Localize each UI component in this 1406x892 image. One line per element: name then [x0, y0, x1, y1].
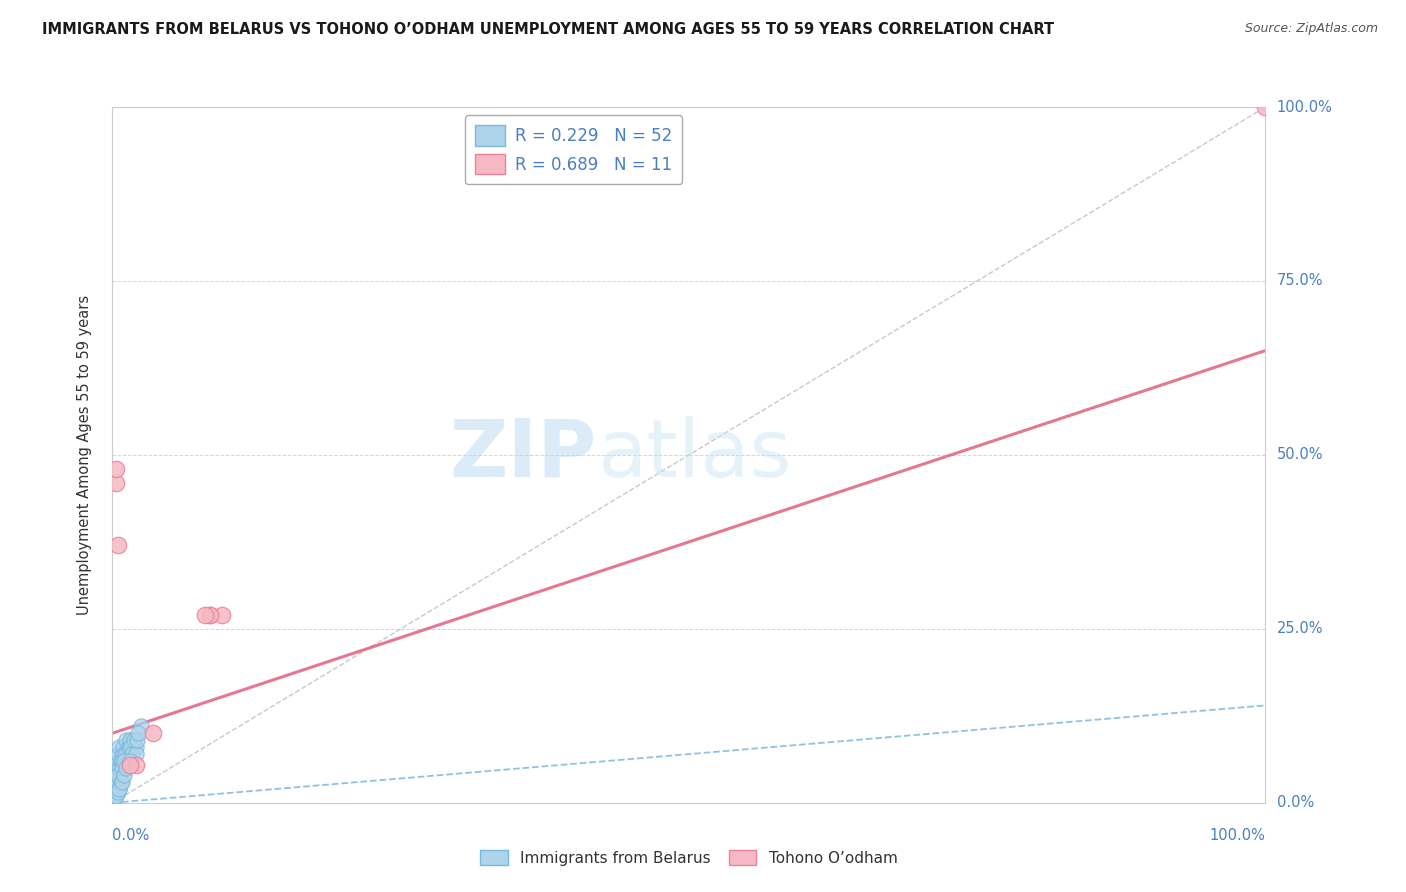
Point [111, 747, 134, 761]
Point [115, 733, 138, 747]
Text: 50.0%: 50.0% [1277, 448, 1323, 462]
Point [112, 754, 135, 768]
Point [124, 740, 146, 755]
Point [104, 475, 127, 490]
Point [104, 789, 127, 803]
Text: 100.0%: 100.0% [1277, 100, 1333, 114]
Point [107, 785, 129, 799]
Point [105, 761, 128, 775]
Point [211, 607, 233, 622]
Point [117, 740, 139, 755]
Point [118, 754, 141, 768]
Point [111, 775, 134, 789]
Point [103, 792, 125, 806]
Point [110, 754, 132, 768]
Point [107, 538, 129, 552]
Point [115, 761, 138, 775]
Point [1254, 100, 1277, 114]
Point [108, 761, 131, 775]
Text: 100.0%: 100.0% [1209, 828, 1265, 843]
Point [104, 768, 127, 782]
Point [104, 789, 127, 803]
Point [112, 754, 135, 768]
Point [108, 781, 131, 796]
Text: 75.0%: 75.0% [1277, 274, 1323, 288]
Point [104, 781, 127, 796]
Point [107, 768, 129, 782]
Point [117, 747, 139, 761]
Point [194, 607, 217, 622]
Point [114, 747, 136, 761]
Point [111, 754, 134, 768]
Point [107, 754, 129, 768]
Point [121, 747, 143, 761]
Point [118, 733, 141, 747]
Text: IMMIGRANTS FROM BELARUS VS TOHONO O’ODHAM UNEMPLOYMENT AMONG AGES 55 TO 59 YEARS: IMMIGRANTS FROM BELARUS VS TOHONO O’ODHA… [42, 22, 1054, 37]
Text: 0.0%: 0.0% [112, 828, 149, 843]
Point [115, 747, 138, 761]
Text: atlas: atlas [596, 416, 792, 494]
Point [107, 747, 129, 761]
Legend: Immigrants from Belarus, Tohono O’odham: Immigrants from Belarus, Tohono O’odham [474, 844, 904, 871]
Point [111, 761, 134, 775]
Point [111, 740, 134, 755]
Point [200, 607, 222, 622]
Text: 0.0%: 0.0% [1277, 796, 1313, 810]
Point [124, 747, 146, 761]
Point [104, 768, 127, 782]
Point [103, 789, 125, 803]
Point [104, 462, 127, 476]
Point [112, 747, 135, 761]
Point [120, 740, 142, 755]
Point [200, 607, 222, 622]
Point [142, 726, 165, 740]
Point [114, 754, 136, 768]
Point [120, 733, 142, 747]
Text: 25.0%: 25.0% [1277, 622, 1323, 636]
Point [110, 761, 132, 775]
Point [108, 781, 131, 796]
Point [118, 757, 141, 772]
Point [112, 768, 135, 782]
Point [105, 775, 128, 789]
Point [124, 757, 146, 772]
Point [108, 740, 131, 755]
Point [111, 761, 134, 775]
Point [104, 775, 127, 789]
Point [104, 781, 127, 796]
Point [107, 768, 129, 782]
Point [117, 740, 139, 755]
Point [125, 733, 148, 747]
Y-axis label: Unemployment Among Ages 55 to 59 years: Unemployment Among Ages 55 to 59 years [77, 295, 91, 615]
Point [110, 775, 132, 789]
Text: Source: ZipAtlas.com: Source: ZipAtlas.com [1244, 22, 1378, 36]
Point [124, 733, 146, 747]
Point [129, 719, 153, 733]
Text: ZIP: ZIP [450, 416, 596, 494]
Point [127, 726, 149, 740]
